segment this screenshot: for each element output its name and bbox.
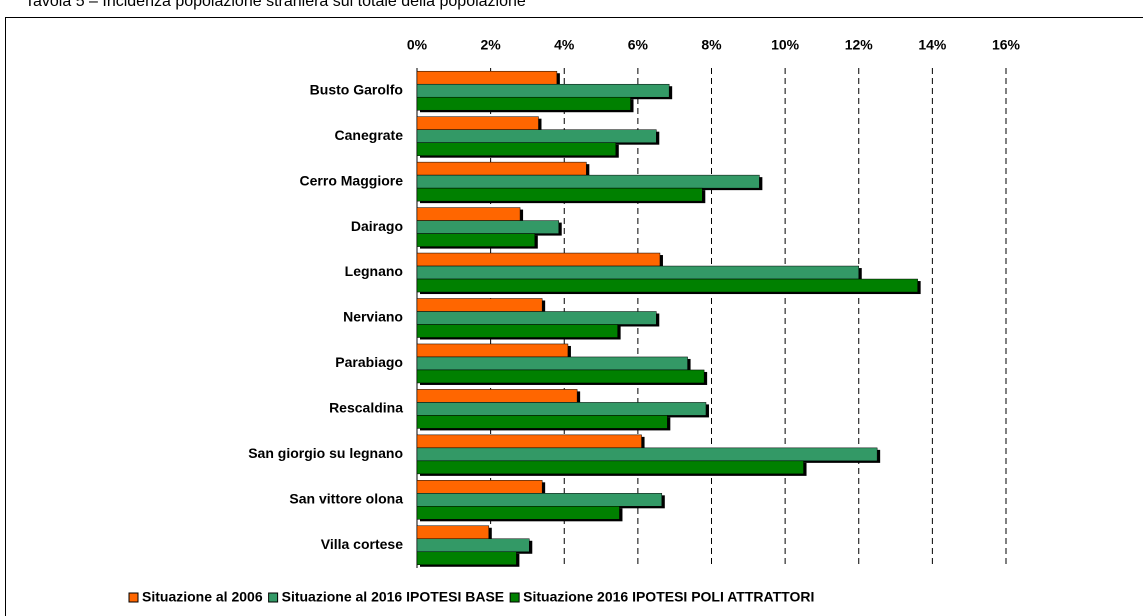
y-tick-label: Cerro Maggiore bbox=[300, 172, 404, 188]
bar bbox=[416, 233, 536, 247]
bar bbox=[416, 493, 663, 507]
legend-label: Situazione al 2006 bbox=[142, 589, 263, 605]
legend-swatch bbox=[268, 592, 279, 603]
x-tick-label: 0% bbox=[407, 37, 428, 53]
bar bbox=[416, 447, 878, 462]
bar bbox=[416, 356, 688, 371]
x-tick-label: 4% bbox=[554, 37, 575, 53]
y-tick-label: Dairago bbox=[351, 218, 403, 234]
legend-swatch bbox=[509, 592, 520, 603]
legend-swatch bbox=[128, 592, 139, 603]
bar bbox=[416, 506, 620, 520]
y-tick-label: San giorgio su legnano bbox=[248, 445, 403, 461]
y-tick-label: Busto Garolfo bbox=[310, 81, 403, 97]
x-tick-label: 6% bbox=[628, 37, 649, 53]
y-tick-label: Rescaldina bbox=[329, 400, 403, 416]
bar bbox=[416, 142, 617, 156]
chart-title: Tavola 5 – Incidenza popolazione stranie… bbox=[25, 0, 526, 10]
bar bbox=[416, 187, 703, 202]
bar bbox=[416, 324, 618, 338]
bar bbox=[416, 389, 578, 403]
y-tick-label: Parabiago bbox=[335, 354, 403, 370]
bar bbox=[416, 551, 517, 566]
bar bbox=[416, 369, 705, 384]
y-tick-label: Nerviano bbox=[343, 309, 403, 325]
x-tick-label: 10% bbox=[771, 37, 800, 53]
y-tick-label: San vittore olona bbox=[289, 491, 403, 507]
bar bbox=[416, 343, 569, 358]
y-tick-label: Villa cortese bbox=[321, 536, 403, 552]
bar bbox=[416, 220, 559, 234]
bar bbox=[416, 265, 859, 280]
bar bbox=[416, 434, 642, 449]
bar bbox=[416, 278, 918, 293]
bar bbox=[416, 525, 490, 540]
bar bbox=[416, 96, 631, 111]
bar bbox=[416, 480, 543, 494]
frame bbox=[5, 17, 1143, 616]
bar bbox=[416, 174, 760, 189]
bar bbox=[416, 460, 804, 475]
y-tick-label: Canegrate bbox=[335, 127, 404, 143]
bar bbox=[416, 538, 530, 553]
bar bbox=[416, 116, 539, 130]
x-tick-label: 16% bbox=[992, 37, 1021, 53]
legend-label: Situazione al 2016 IPOTESI BASE bbox=[282, 589, 505, 605]
x-tick-label: 2% bbox=[481, 37, 502, 53]
bar bbox=[416, 129, 657, 143]
bar bbox=[416, 415, 668, 429]
legend-label: Situazione 2016 IPOTESI POLI ATTRATTORI bbox=[523, 589, 814, 605]
bar bbox=[416, 298, 543, 312]
y-tick-label: Legnano bbox=[345, 263, 403, 279]
x-tick-label: 12% bbox=[845, 37, 874, 53]
bar bbox=[416, 252, 661, 267]
bar bbox=[416, 402, 707, 416]
x-tick-label: 14% bbox=[918, 37, 947, 53]
bar bbox=[416, 207, 521, 221]
x-tick-label: 8% bbox=[701, 37, 722, 53]
bar bbox=[416, 311, 657, 325]
bar bbox=[416, 161, 587, 176]
bar bbox=[416, 70, 558, 85]
bar bbox=[416, 83, 670, 98]
